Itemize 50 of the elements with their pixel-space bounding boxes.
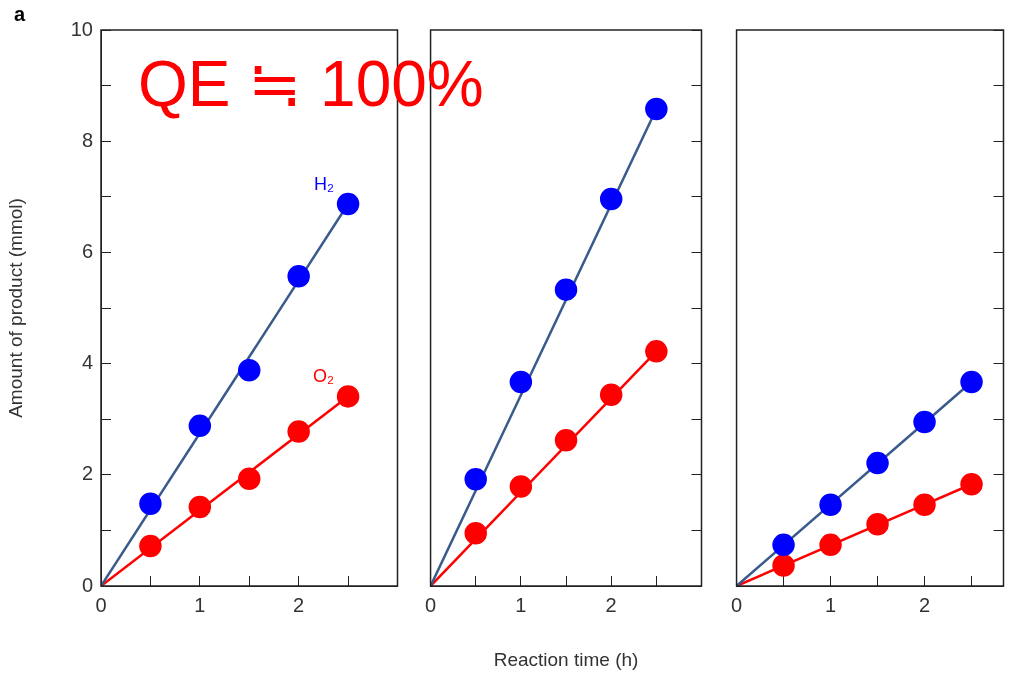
series-label: H₂ xyxy=(314,174,335,194)
x-tick-label: 2 xyxy=(605,593,617,616)
point xyxy=(960,370,983,394)
y-tick-label: 10 xyxy=(70,17,93,40)
point xyxy=(960,473,983,496)
point xyxy=(509,475,533,498)
point xyxy=(336,192,360,216)
x-tick-label: 1 xyxy=(824,593,837,616)
point xyxy=(139,534,162,558)
x-tick-label: 1 xyxy=(515,593,527,616)
point xyxy=(645,340,668,363)
y-axis-title: Amount of product (mmol) xyxy=(4,198,26,418)
y-tick-label: 6 xyxy=(81,239,93,262)
point xyxy=(913,410,936,434)
x-tick-label: 2 xyxy=(918,593,931,616)
x-axis-title: Reaction time (h) xyxy=(493,648,639,670)
point xyxy=(819,493,842,517)
point xyxy=(645,97,668,121)
series-label: O₂ xyxy=(313,366,335,387)
point xyxy=(287,420,310,443)
y-tick-label: 4 xyxy=(81,351,93,374)
x-tick-label: 0 xyxy=(95,593,107,616)
point xyxy=(188,495,212,519)
x-tick-label: 2 xyxy=(293,593,305,616)
x-tick-label: 0 xyxy=(425,593,437,616)
x-tick-label: 1 xyxy=(194,593,206,616)
point xyxy=(554,278,578,301)
y-tick-label: 2 xyxy=(81,462,93,485)
point xyxy=(554,429,578,452)
y-tick-label: 8 xyxy=(81,128,93,151)
point xyxy=(913,493,936,517)
point xyxy=(287,265,310,288)
point xyxy=(599,187,623,211)
text: a xyxy=(14,3,26,25)
point xyxy=(238,359,261,382)
point xyxy=(238,467,261,490)
point xyxy=(188,414,212,438)
point xyxy=(866,513,889,536)
x-tick-label: 0 xyxy=(731,593,743,616)
point xyxy=(819,533,842,557)
point xyxy=(772,533,795,557)
point xyxy=(336,385,360,408)
point xyxy=(866,451,889,475)
point xyxy=(772,554,795,577)
point xyxy=(599,383,623,406)
point xyxy=(139,492,162,515)
y-tick-label: 0 xyxy=(81,573,93,596)
point xyxy=(464,468,487,491)
point xyxy=(464,521,487,545)
point xyxy=(509,370,533,394)
